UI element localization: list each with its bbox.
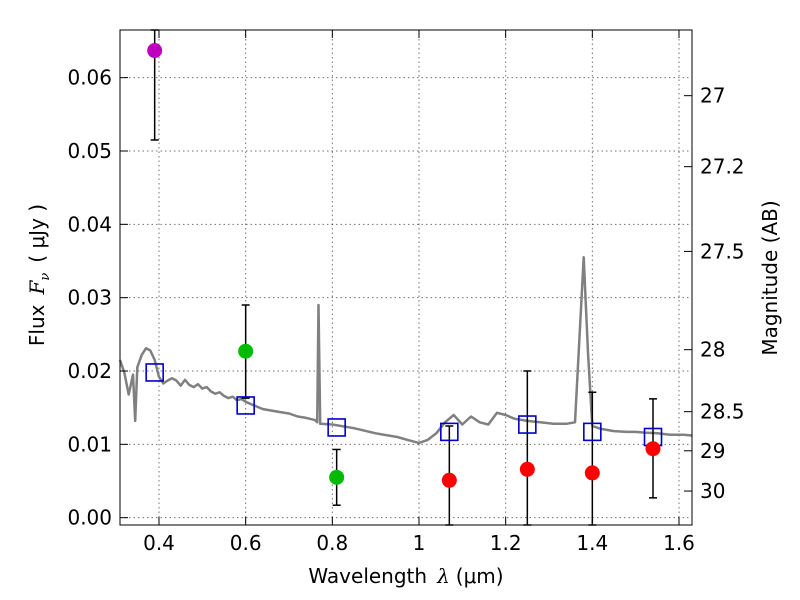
plot-frame <box>119 29 693 526</box>
observed-flux-point <box>441 472 457 488</box>
observed-flux-point <box>238 343 254 359</box>
y-axis-symbol: F <box>25 280 49 296</box>
x-axis-unit: (μm) <box>456 564 504 588</box>
y2-tick-label: 27 <box>700 84 725 108</box>
model-flux-square <box>518 415 537 434</box>
y2-tick-label: 27.5 <box>700 239 745 263</box>
marker-layer <box>145 43 663 488</box>
x-tick-label: 0.8 <box>316 531 348 555</box>
x-axis-symbol: λ <box>436 564 450 588</box>
y2-tick-label: 28.5 <box>700 400 745 424</box>
y2-tick-label: 28 <box>700 338 725 362</box>
y-tick-label: 0.02 <box>67 359 112 383</box>
line-layer <box>118 256 693 445</box>
observed-flux-point <box>645 441 661 457</box>
x-tick-label: 1.6 <box>663 531 695 555</box>
observed-flux-point <box>329 469 345 485</box>
y-axis-subscript: ν <box>38 273 53 281</box>
observed-flux-point <box>584 465 600 481</box>
x-tick-label: 1 <box>413 531 426 555</box>
x-tick-label: 1.4 <box>576 531 608 555</box>
y-tick-label: 0.01 <box>67 432 112 456</box>
grid-layer <box>120 30 692 525</box>
x-axis-title: Wavelength λ (μm) <box>308 564 503 588</box>
observed-flux-point <box>519 461 535 477</box>
y2-axis-title: Magnitude (AB) <box>758 200 782 355</box>
y-axis-label: Flux <box>25 304 49 346</box>
model-flux-square <box>327 418 346 437</box>
x-tick-label: 1.2 <box>490 531 522 555</box>
y-tick-label: 0.05 <box>67 139 112 163</box>
y-tick-label: 0.00 <box>67 506 112 530</box>
y-tick-label: 0.06 <box>67 66 112 90</box>
model-flux-square <box>236 396 255 415</box>
template-spectrum-line <box>118 256 693 445</box>
x-tick-label: 0.6 <box>230 531 262 555</box>
x-tick-label: 0.4 <box>143 531 175 555</box>
y2-tick-label: 30 <box>700 479 725 503</box>
model-flux-square <box>583 422 602 442</box>
y-tick-label: 0.04 <box>67 212 112 236</box>
y2-tick-label: 29 <box>700 439 725 463</box>
x-axis-label: Wavelength <box>308 564 427 588</box>
model-flux-square <box>145 363 164 382</box>
tick-layer: 0.4 0.6 0.8 1 1.2 1.4 1.6 0.00 0.01 0.02 0.03 0.04 0… <box>67 30 745 555</box>
y2-tick-label: 27.2 <box>700 155 745 179</box>
model-flux-square <box>440 422 459 442</box>
y-axis-title: Flux Fν ( μJy ) <box>25 204 53 346</box>
y-axis-unit: ( μJy ) <box>25 204 49 263</box>
observed-flux-point <box>147 43 163 59</box>
errorbar-layer <box>150 29 657 526</box>
y-tick-label: 0.03 <box>67 286 112 310</box>
